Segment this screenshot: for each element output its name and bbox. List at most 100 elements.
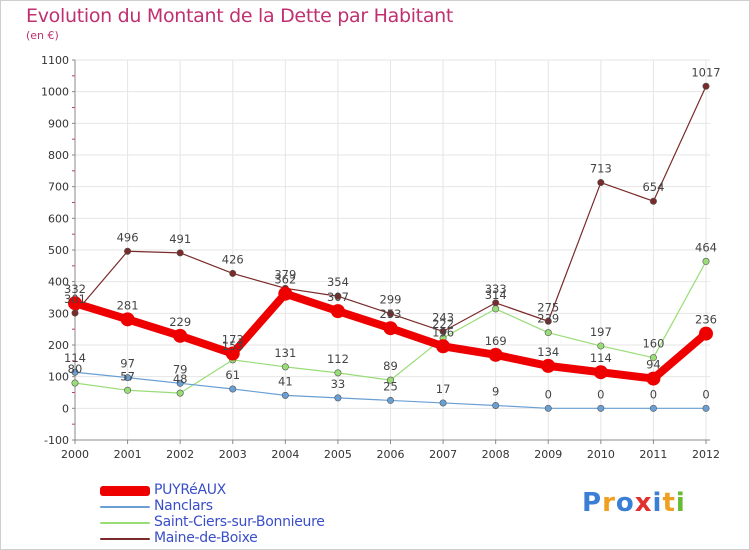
data-label: 61 — [225, 368, 240, 382]
data-point — [334, 394, 342, 402]
logo-letter: P — [582, 488, 603, 518]
y-tick-label: -100 — [44, 434, 69, 447]
logo-letter: t — [662, 488, 676, 518]
data-point — [281, 363, 289, 371]
logo-letter: x — [634, 488, 653, 518]
x-tick-label: 2006 — [377, 448, 405, 461]
x-tick-label: 2000 — [61, 448, 89, 461]
axes: -100010020030040050060070080090010001100… — [41, 54, 720, 461]
data-point — [176, 379, 184, 387]
data-point — [646, 371, 661, 386]
y-tick-label: 1000 — [41, 86, 69, 99]
x-tick-label: 2002 — [166, 448, 194, 461]
data-label: 160 — [642, 337, 664, 351]
y-tick-label: 600 — [48, 212, 69, 225]
data-label: 0 — [597, 387, 604, 401]
data-label: 379 — [274, 267, 296, 281]
data-point — [544, 329, 552, 337]
data-point — [173, 328, 188, 343]
data-point — [649, 404, 657, 412]
x-tick-label: 2004 — [271, 448, 299, 461]
data-label: 362 — [274, 273, 296, 287]
data-point — [386, 310, 394, 318]
data-point — [488, 347, 503, 362]
data-label: 114 — [590, 351, 612, 365]
data-point — [649, 354, 657, 362]
legend-label: PUYRéAUX — [154, 482, 226, 498]
data-point — [702, 82, 710, 90]
data-label: 491 — [169, 232, 191, 246]
x-tick-label: 2001 — [114, 448, 142, 461]
data-label: 153 — [222, 339, 244, 353]
proxiti-logo: Proxiti — [582, 488, 686, 518]
data-point — [386, 376, 394, 384]
y-tick-label: 300 — [48, 307, 69, 320]
data-label: 9 — [492, 384, 499, 398]
data-point — [278, 286, 293, 301]
data-label: 134 — [537, 345, 559, 359]
y-tick-label: 200 — [48, 339, 69, 352]
data-point — [492, 401, 500, 409]
data-label: 275 — [537, 300, 559, 314]
logo-letter: r — [602, 488, 616, 518]
logo-letter: i — [675, 488, 686, 518]
data-label: 169 — [485, 334, 507, 348]
data-label: 222 — [432, 317, 454, 331]
data-label: 48 — [173, 372, 188, 386]
chart-title: Evolution du Montant de la Dette par Hab… — [26, 5, 454, 27]
y-tick-label: 900 — [48, 117, 69, 130]
data-point — [386, 396, 394, 404]
data-label: 354 — [327, 275, 349, 289]
data-label: 426 — [222, 252, 244, 266]
x-tick-label: 2012 — [692, 448, 720, 461]
y-tick-label: 500 — [48, 244, 69, 257]
data-point — [649, 197, 657, 205]
data-label: 1017 — [691, 65, 720, 79]
y-tick-label: 700 — [48, 181, 69, 194]
legend-label: Maine-de-Boixe — [154, 530, 258, 546]
data-label: 314 — [485, 288, 507, 302]
data-point — [71, 309, 79, 317]
data-label: 464 — [695, 240, 717, 254]
data-label: 496 — [117, 230, 139, 244]
data-point — [225, 346, 240, 361]
data-label: 301 — [64, 292, 86, 306]
data-label: 196 — [432, 325, 454, 339]
x-tick-label: 2010 — [587, 448, 615, 461]
data-point — [593, 365, 608, 380]
data-label: 713 — [590, 162, 612, 176]
data-label: 33 — [331, 377, 346, 391]
data-point — [68, 296, 82, 311]
data-label: 57 — [120, 369, 135, 383]
legend-swatch — [100, 506, 150, 508]
data-label: 94 — [646, 358, 661, 372]
data-point — [544, 317, 552, 325]
y-tick-label: 800 — [48, 149, 69, 162]
y-tick-label: 400 — [48, 276, 69, 289]
logo-letter: o — [615, 488, 635, 518]
data-point — [541, 358, 556, 373]
data-label: 307 — [327, 290, 349, 304]
data-label: 253 — [380, 307, 402, 321]
data-label: 25 — [383, 379, 398, 393]
chart-subtitle: (en €) — [26, 29, 59, 42]
data-label: 654 — [642, 180, 664, 194]
data-point — [699, 326, 713, 341]
data-point — [492, 305, 500, 313]
data-label: 0 — [702, 387, 709, 401]
data-point — [124, 386, 132, 394]
data-label: 332 — [64, 282, 86, 296]
data-point — [176, 389, 184, 397]
legend-label: Saint-Ciers-sur-Bonnieure — [154, 514, 325, 530]
data-point — [281, 391, 289, 399]
data-label: 131 — [274, 346, 296, 360]
data-point — [334, 292, 342, 300]
data-point — [71, 379, 79, 387]
data-point — [702, 404, 710, 412]
data-label: 80 — [68, 362, 83, 376]
data-point — [436, 339, 451, 354]
logo-letter: i — [652, 488, 663, 518]
line-chart: -100010020030040050060070080090010001100… — [41, 54, 721, 461]
data-label: 197 — [590, 325, 612, 339]
x-tick-label: 2003 — [219, 448, 247, 461]
